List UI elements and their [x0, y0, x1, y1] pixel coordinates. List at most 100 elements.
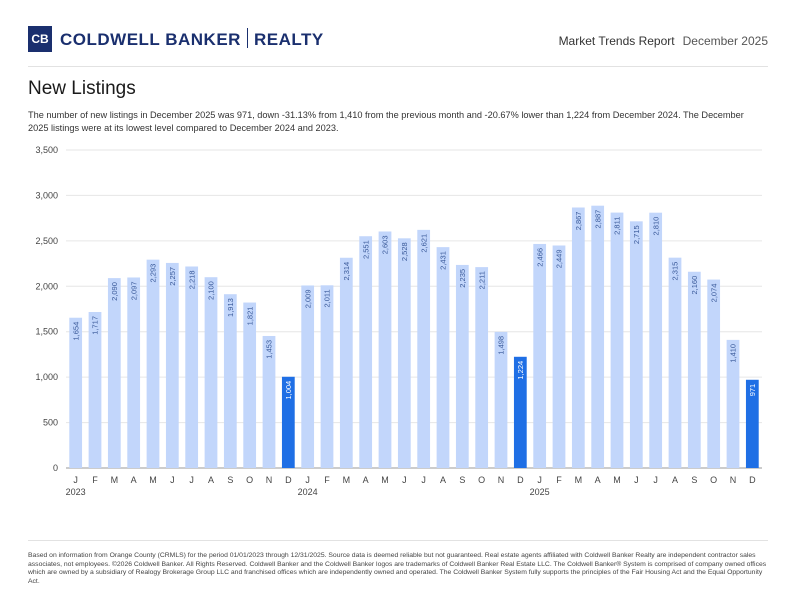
bar-value-label: 2,009: [303, 289, 312, 308]
x-tick-label: N: [730, 475, 737, 485]
brand-right: REALTY: [253, 30, 324, 49]
bar-value-label: 2,621: [419, 234, 428, 253]
bar: [359, 236, 373, 468]
bar-value-label: 1,717: [91, 316, 100, 335]
y-tick-label: 3,500: [35, 145, 58, 155]
bar-value-label: 2,293: [149, 264, 158, 283]
x-tick-label: D: [749, 475, 756, 485]
bar: [127, 277, 141, 468]
bar-value-label: 2,314: [342, 262, 351, 281]
bar-value-label: 2,867: [574, 212, 583, 231]
y-tick-label: 2,000: [35, 281, 58, 291]
bar: [185, 266, 199, 468]
bar: [146, 259, 160, 468]
bar: [281, 376, 295, 468]
bar: [243, 302, 257, 468]
bar-value-label: 2,074: [709, 284, 718, 303]
x-tick-label: A: [363, 475, 369, 485]
bar-value-labels: 1,654 1,717 2,090 2,097 2,293 2,257 2,218 2,100…: [71, 210, 757, 400]
page-title: New Listings: [28, 78, 136, 99]
bar: [571, 207, 585, 468]
bar: [533, 243, 547, 468]
bar: [320, 285, 334, 468]
bar-value-label: 2,551: [361, 240, 370, 259]
header-divider: [28, 66, 768, 67]
bar-value-label: 2,100: [207, 281, 216, 300]
bar: [610, 212, 624, 468]
report-title: Market Trends Report: [558, 34, 675, 48]
x-tick-label: D: [517, 475, 524, 485]
bar: [494, 331, 508, 468]
x-tick-label: A: [208, 475, 214, 485]
x-tick-label: J: [537, 475, 542, 485]
x-tick-label: A: [131, 475, 137, 485]
y-tick-label: 2,500: [35, 236, 58, 246]
bar: [629, 221, 643, 468]
x-tick-label: J: [653, 475, 658, 485]
x-tick-label: S: [691, 475, 697, 485]
x-tick-label: M: [149, 475, 157, 485]
bar: [107, 278, 121, 468]
bar: [262, 335, 276, 468]
bar: [726, 339, 740, 468]
y-tick-label: 3,000: [35, 190, 58, 200]
y-tick-label: 1,500: [35, 327, 58, 337]
coldwell-banker-logo-icon: CB: [28, 26, 52, 52]
y-tick-label: 500: [43, 418, 58, 428]
bar: [88, 311, 102, 468]
report-date: December 2025: [682, 34, 768, 48]
x-tick-label: F: [324, 475, 330, 485]
x-tick-label: A: [440, 475, 446, 485]
bar-value-label: 2,090: [110, 282, 119, 301]
x-tick-label: N: [498, 475, 505, 485]
bar-value-label: 2,603: [381, 235, 390, 254]
bar: [591, 205, 605, 468]
x-tick-label: J: [170, 475, 175, 485]
bar-value-label: 1,410: [729, 344, 738, 363]
x-tick-label: J: [634, 475, 639, 485]
bar-value-label: 1,498: [497, 336, 506, 355]
x-tick-label: J: [73, 475, 78, 485]
x-year-label: 2023: [66, 487, 86, 497]
bar-value-label: 2,235: [458, 269, 467, 288]
x-tick-label: A: [672, 475, 678, 485]
bar: [668, 257, 682, 468]
bars: [69, 205, 759, 468]
bar-value-label: 2,528: [400, 242, 409, 261]
bar-value-label: 2,887: [593, 210, 602, 229]
bar-value-label: 971: [748, 384, 757, 397]
bar-value-label: 2,811: [613, 217, 622, 235]
bar-value-label: 2,810: [651, 217, 660, 236]
bar: [475, 267, 489, 468]
brand-divider: [246, 28, 248, 48]
bar: [745, 379, 759, 468]
bar-value-label: 2,097: [129, 281, 138, 300]
bar: [513, 356, 527, 468]
x-tick-label: J: [402, 475, 407, 485]
y-tick-label: 0: [53, 463, 58, 473]
brand-name: COLDWELL BANKER REALTY: [60, 28, 324, 50]
x-tick-label: S: [459, 475, 465, 485]
bar-value-label: 2,449: [555, 249, 564, 268]
brand-left: COLDWELL BANKER: [60, 30, 241, 49]
x-tick-label: M: [381, 475, 389, 485]
bar-value-label: 1,913: [226, 298, 235, 317]
bar-value-label: 1,004: [284, 381, 293, 400]
bar: [165, 262, 179, 468]
x-tick-label: M: [343, 475, 351, 485]
bar: [417, 229, 431, 468]
y-tick-label: 1,000: [35, 372, 58, 382]
bar: [649, 212, 663, 468]
bar-value-label: 1,224: [516, 361, 525, 380]
x-tick-label: J: [421, 475, 426, 485]
bar: [552, 245, 566, 468]
bar-value-label: 1,453: [265, 340, 274, 359]
bar-value-label: 2,315: [671, 262, 680, 281]
header: CB COLDWELL BANKER REALTY Market Trends R…: [28, 26, 768, 56]
bar-value-label: 1,821: [245, 307, 254, 326]
bar: [69, 317, 83, 468]
x-tick-label: F: [92, 475, 98, 485]
bar-value-label: 2,211: [477, 271, 486, 289]
bar: [397, 238, 411, 468]
bar-value-label: 2,160: [690, 276, 699, 295]
